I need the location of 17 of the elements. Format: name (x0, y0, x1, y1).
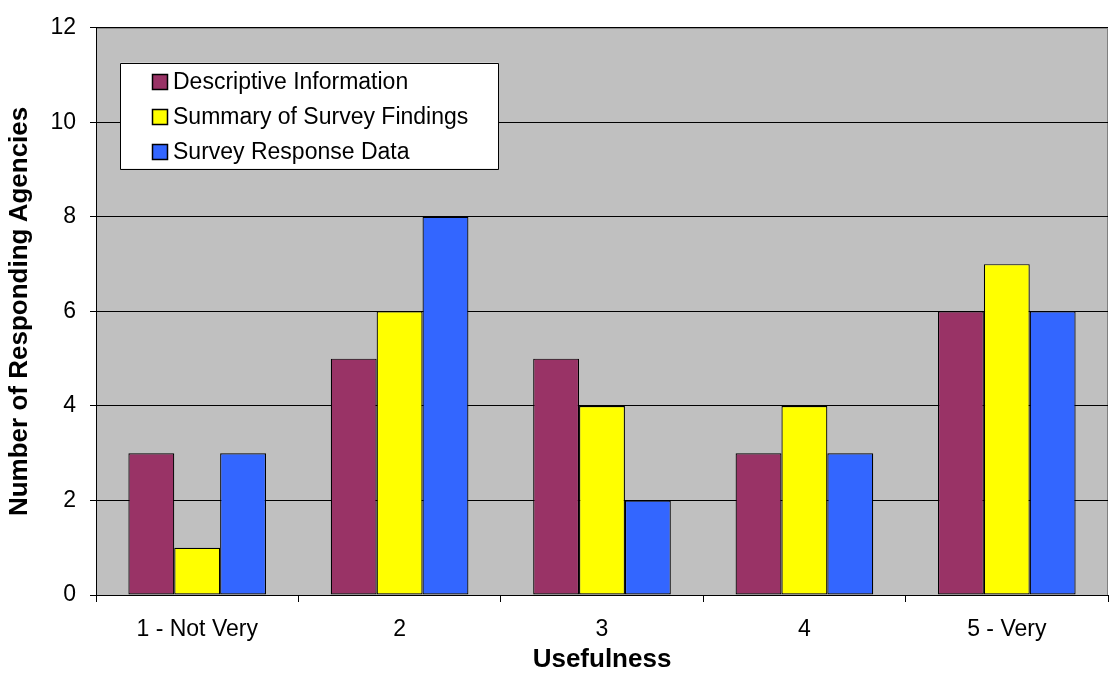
x-tick-label: 4 (798, 615, 811, 642)
y-axis-title: Number of Responding Agencies (2, 106, 33, 517)
x-tick-label: 1 - Not Very (136, 615, 259, 642)
x-tick-label: 5 - Very (967, 615, 1047, 642)
y-tick-label: 12 (50, 13, 76, 40)
legend-label: Survey Response Data (173, 138, 410, 165)
y-tick-label: 4 (63, 391, 77, 418)
y-tick-label: 2 (63, 485, 76, 512)
y-tick-label: 10 (50, 107, 76, 134)
legend-label: Summary of Survey Findings (173, 103, 469, 130)
x-axis-title: Usefulness (532, 642, 672, 673)
legend-label: Descriptive Information (173, 68, 409, 95)
y-tick-label: 8 (63, 202, 76, 229)
x-tick-label: 3 (595, 615, 609, 642)
x-tick-label: 2 (393, 615, 406, 642)
y-tick-label: 0 (63, 580, 76, 607)
y-tick-label: 6 (63, 296, 76, 323)
